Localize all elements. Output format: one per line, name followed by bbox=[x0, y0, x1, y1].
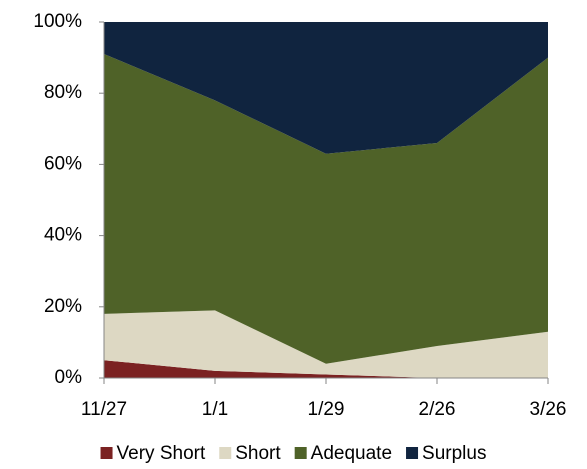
x-tick-label: 1/1 bbox=[202, 399, 228, 420]
legend-swatch bbox=[406, 447, 419, 459]
legend-label: Very Short bbox=[117, 443, 206, 464]
y-tick-label: 40% bbox=[44, 225, 82, 246]
legend-label: Short bbox=[235, 443, 281, 464]
x-tick-label: 1/29 bbox=[308, 399, 345, 420]
legend-label: Adequate bbox=[311, 443, 392, 464]
x-tick-label: 11/27 bbox=[81, 399, 127, 420]
area bbox=[104, 22, 548, 154]
x-tick-label: 3/26 bbox=[530, 399, 567, 420]
x-tick-label: 2/26 bbox=[419, 399, 456, 420]
area bbox=[104, 310, 548, 378]
area bbox=[104, 360, 548, 378]
area bbox=[104, 54, 548, 364]
y-tick-label: 20% bbox=[44, 296, 82, 317]
y-tick-label: 100% bbox=[33, 11, 82, 32]
y-tick-label: 80% bbox=[44, 82, 82, 103]
legend-swatch bbox=[100, 447, 113, 459]
y-tick-label: 60% bbox=[44, 153, 82, 174]
legend-label: Surplus bbox=[422, 443, 486, 464]
legend-swatch bbox=[219, 447, 232, 459]
legend-swatch bbox=[294, 447, 307, 459]
y-tick-label: 0% bbox=[55, 367, 83, 388]
